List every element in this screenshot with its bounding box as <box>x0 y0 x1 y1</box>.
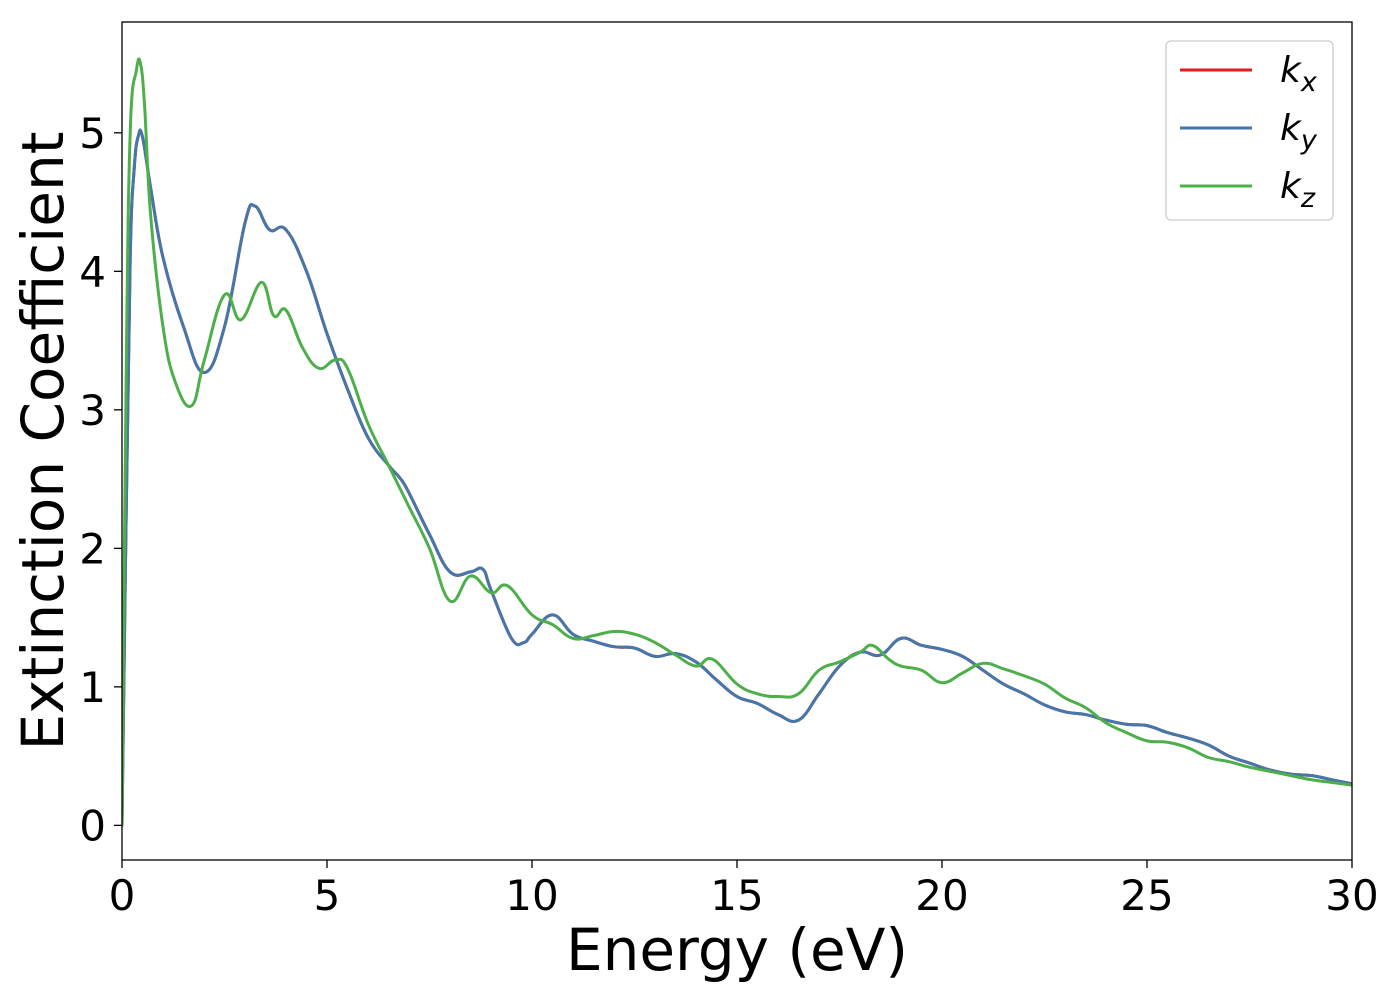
y-tick-label: 5 <box>79 109 106 158</box>
legend-label-x: kx <box>1280 50 1318 98</box>
legend-subscript-z: z <box>1300 183 1316 214</box>
legend-subscript-y: y <box>1300 125 1318 156</box>
legend-item-x: kx <box>1180 50 1318 98</box>
x-tick-label: 15 <box>710 871 763 920</box>
series-line-x <box>122 128 1352 827</box>
series-line-y <box>122 128 1352 827</box>
y-axis-label: Extinction Coefficient <box>9 132 77 751</box>
x-tick-label: 30 <box>1325 871 1378 920</box>
series-lines <box>122 57 1352 827</box>
legend-box <box>1165 40 1334 221</box>
axis-ticks: 0 5 10 15 20 25 30 0 1 2 3 4 5 <box>79 109 1378 920</box>
y-tick-label: 1 <box>79 663 106 712</box>
y-tick-label: 3 <box>79 386 106 435</box>
x-tick-label: 10 <box>505 871 558 920</box>
x-axis-label: Energy (eV) <box>566 916 908 984</box>
x-tick-label: 25 <box>1120 871 1173 920</box>
y-tick-label: 0 <box>79 801 106 850</box>
series-line-z <box>122 57 1352 827</box>
y-tick-label: 4 <box>79 247 106 296</box>
x-tick-label: 5 <box>314 871 341 920</box>
x-tick-label: 0 <box>109 871 136 920</box>
legend-subscript-x: x <box>1300 67 1318 98</box>
y-tick-label: 2 <box>79 524 106 573</box>
x-tick-label: 20 <box>915 871 968 920</box>
